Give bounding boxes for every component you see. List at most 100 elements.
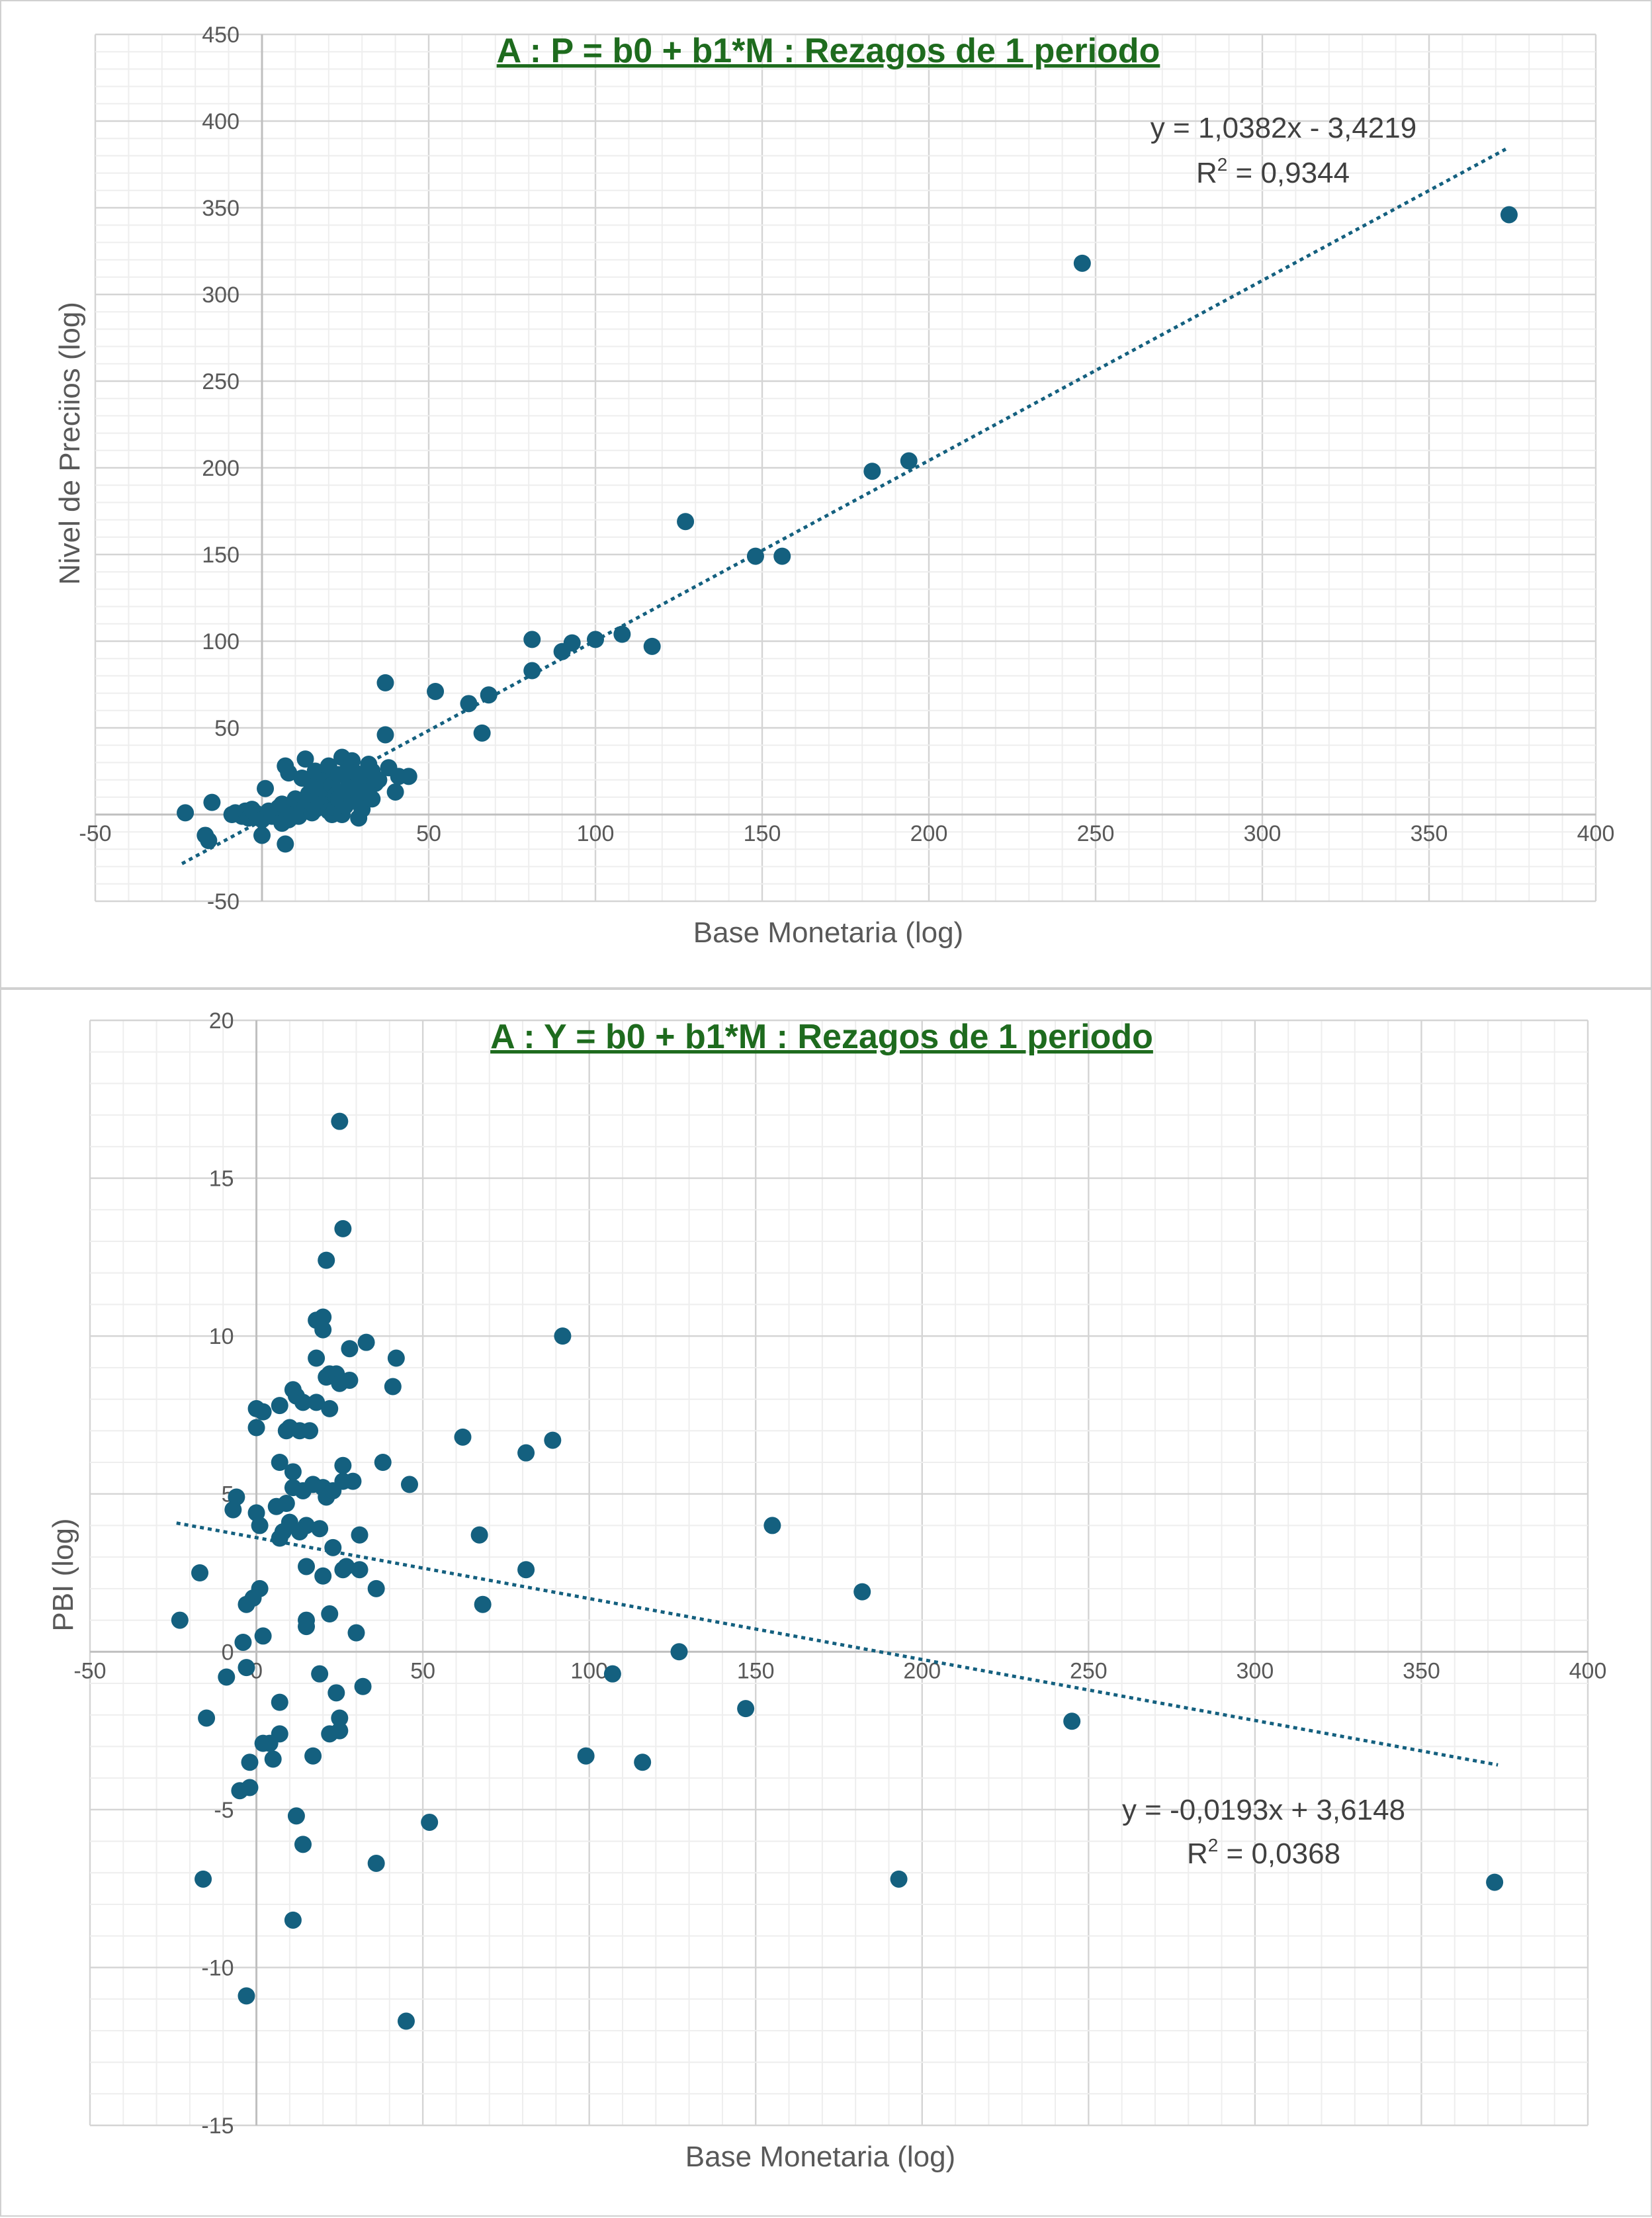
data-point: [677, 513, 695, 531]
y-axis-label: PBI (log): [47, 1518, 79, 1631]
data-point: [318, 1251, 335, 1269]
data-point: [474, 1595, 492, 1613]
data-point: [563, 634, 581, 652]
y-tick-label: 0: [222, 1640, 234, 1665]
y-tick-label: 300: [202, 283, 239, 308]
data-point: [301, 1422, 319, 1440]
data-point: [363, 790, 381, 808]
y-tick-label: 10: [209, 1324, 234, 1349]
data-point: [344, 1472, 362, 1490]
data-point: [234, 1633, 252, 1651]
data-point: [198, 1709, 216, 1727]
trendline-dotted: [176, 1521, 1499, 1767]
data-point: [294, 1836, 312, 1853]
r2-sup: 2: [1217, 154, 1228, 175]
data-point: [251, 1517, 269, 1534]
r2-sup: 2: [1208, 1835, 1219, 1855]
y-tick-label: 250: [202, 369, 239, 394]
data-point: [853, 1583, 871, 1601]
y-tick-label: 20: [209, 1008, 234, 1034]
data-point: [517, 1561, 535, 1579]
chart-panel-gdp: -50 0 50 100 150 200 250 300 350 400 -15 -10 -5 0 5 10…: [0, 989, 1652, 2217]
data-point: [643, 637, 661, 655]
y-tick-label: 350: [202, 196, 239, 221]
data-point: [386, 783, 404, 801]
data-point: [264, 1750, 282, 1768]
x-tick-label: 350: [1403, 1658, 1440, 1683]
data-point: [241, 1779, 259, 1797]
data-point: [284, 1911, 302, 1929]
y-tick-label: 400: [202, 109, 239, 134]
data-point: [554, 1327, 572, 1345]
x-tick-label: 300: [1244, 821, 1282, 846]
chart-title: A : Y = b0 + b1*M : Rezagos de 1 periodo: [490, 1018, 1153, 1056]
data-point: [238, 1659, 255, 1677]
data-point: [314, 1321, 332, 1339]
data-point: [1073, 254, 1091, 272]
y-tick-label: -5: [214, 1798, 234, 1823]
scatter-chart-gdp: -50 0 50 100 150 200 250 300 350 400 -15-10-50510…: [47, 1008, 1606, 2173]
r2-value: = 0,0368: [1218, 1838, 1340, 1870]
data-point: [523, 662, 541, 680]
data-point: [327, 1684, 345, 1702]
x-tick-label: 200: [910, 821, 948, 846]
data-point: [257, 779, 275, 797]
x-axis-label: Base Monetaria (log): [693, 916, 963, 949]
data-point: [341, 1340, 359, 1358]
data-point: [670, 1643, 688, 1661]
data-point: [254, 1627, 272, 1645]
data-point: [203, 793, 221, 811]
data-point: [195, 1870, 212, 1888]
x-tick-label: 50: [416, 821, 441, 846]
data-point: [351, 1526, 369, 1544]
data-point: [287, 1807, 305, 1825]
x-tick-label: 150: [737, 1658, 775, 1683]
x-tick-label: 400: [1577, 821, 1615, 846]
data-point: [517, 1444, 535, 1462]
y-tick-label: 150: [202, 543, 239, 568]
data-point: [470, 1526, 488, 1544]
trendline-equation: y = 1,0382x - 3,4219: [1151, 112, 1416, 144]
y-tick-label: -15: [201, 2113, 234, 2139]
gridlines: [89, 1019, 1589, 2127]
data-point: [298, 1558, 316, 1575]
x-tick-label: 250: [1077, 821, 1115, 846]
y-axis-label: Nivel de Preciios (log): [54, 302, 86, 585]
data-point: [397, 2012, 415, 2030]
data-point: [400, 768, 417, 785]
data-point: [247, 1419, 265, 1437]
data-point: [1486, 1873, 1504, 1891]
data-point: [280, 764, 298, 782]
x-tick-label: 350: [1411, 821, 1448, 846]
data-point: [374, 1454, 392, 1471]
x-tick-label: -50: [73, 1658, 106, 1683]
data-point: [331, 1709, 349, 1727]
data-point: [603, 1665, 621, 1683]
data-point: [387, 1349, 405, 1367]
data-point: [544, 1431, 562, 1449]
data-point: [253, 826, 271, 844]
data-point: [321, 1605, 339, 1623]
y-tick-label: 50: [214, 716, 239, 741]
data-point: [218, 1668, 236, 1686]
data-point: [271, 1454, 288, 1471]
y-tick-label: 450: [202, 22, 239, 48]
x-tick-label: 150: [744, 821, 781, 846]
data-point: [311, 1665, 329, 1683]
data-point: [746, 547, 764, 565]
data-point: [863, 463, 881, 480]
data-point: [367, 1854, 385, 1872]
data-point: [737, 1700, 755, 1718]
data-point: [427, 682, 445, 700]
data-point: [331, 1722, 349, 1740]
data-point: [271, 1693, 288, 1711]
y-tick-label: 200: [202, 456, 239, 481]
x-tick-label: 300: [1237, 1658, 1274, 1683]
data-point: [900, 452, 918, 470]
data-point: [370, 771, 388, 789]
trendline-equation: y = -0,0193x + 3,6148: [1122, 1794, 1405, 1826]
data-point: [311, 1520, 329, 1538]
